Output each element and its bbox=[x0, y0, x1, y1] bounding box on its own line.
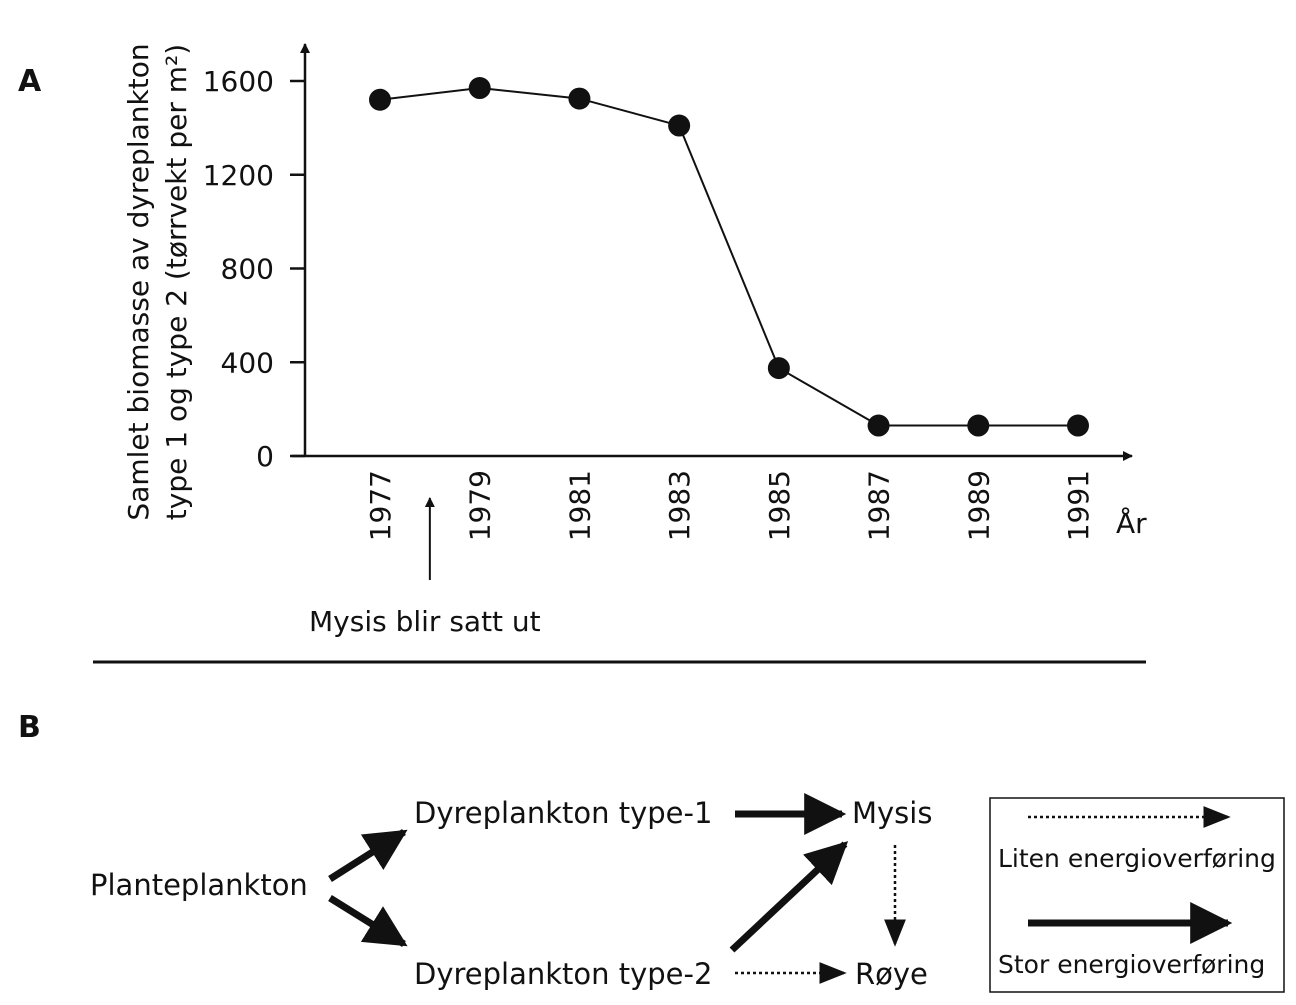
x-ticks: 1977 1979 1981 1983 1985 1987 1989 1991 bbox=[364, 470, 1095, 541]
node-dyreplankton-type-2: Dyreplankton type-2 bbox=[414, 957, 712, 991]
node-dyreplankton-type-1: Dyreplankton type-1 bbox=[414, 796, 712, 830]
series-line bbox=[379, 87, 1078, 427]
x-tick-label: 1991 bbox=[1062, 470, 1095, 541]
y-axis-title: Samlet biomasse av dyreplankton type 1 o… bbox=[122, 43, 193, 520]
data-point bbox=[867, 414, 890, 437]
x-axis-title: År bbox=[1116, 506, 1147, 540]
x-tick-label: 1983 bbox=[663, 470, 696, 541]
legend-large-label: Stor energioverføring bbox=[998, 950, 1265, 979]
panel-b-letter: B bbox=[18, 710, 41, 745]
y-tick-label: 1600 bbox=[203, 65, 274, 98]
node-mysis: Mysis bbox=[852, 796, 932, 830]
legend-box bbox=[989, 797, 1285, 993]
x-tick-label: 1981 bbox=[563, 470, 596, 541]
data-point bbox=[767, 357, 790, 380]
x-tick-label: 1985 bbox=[763, 470, 796, 541]
data-point bbox=[967, 414, 990, 437]
y-tick-label: 0 bbox=[256, 440, 274, 473]
y-axis-title-line2: type 1 og type 2 (tørrvekt per m²) bbox=[160, 44, 193, 520]
legend-small-label: Liten energioverføring bbox=[998, 844, 1276, 873]
data-point bbox=[369, 88, 391, 111]
data-point bbox=[568, 87, 591, 110]
node-roye: Røye bbox=[855, 957, 928, 991]
y-tick-label: 800 bbox=[221, 253, 274, 286]
node-planteplankton: Planteplankton bbox=[90, 868, 308, 902]
arrow-plante-to-type1 bbox=[328, 829, 408, 882]
data-point bbox=[468, 77, 491, 100]
x-tick-label: 1987 bbox=[863, 470, 896, 541]
data-point bbox=[1067, 414, 1089, 437]
data-points bbox=[369, 77, 1089, 437]
y-axis-title-line1: Samlet biomasse av dyreplankton bbox=[122, 43, 155, 520]
arrow-type2-to-mysis bbox=[729, 841, 849, 953]
y-tick-label: 400 bbox=[221, 346, 274, 379]
x-tick-label: 1989 bbox=[962, 470, 995, 541]
y-tick-label: 1200 bbox=[203, 159, 274, 192]
x-tick-label: 1977 bbox=[364, 470, 397, 541]
annotation-text: Mysis blir satt ut bbox=[309, 605, 541, 638]
y-ticks: 0 400 800 1200 1600 bbox=[203, 65, 305, 473]
panel-a-letter: A bbox=[18, 64, 42, 99]
x-tick-label: 1979 bbox=[464, 470, 497, 541]
data-point bbox=[668, 114, 691, 137]
arrow-plante-to-type2 bbox=[328, 895, 408, 947]
